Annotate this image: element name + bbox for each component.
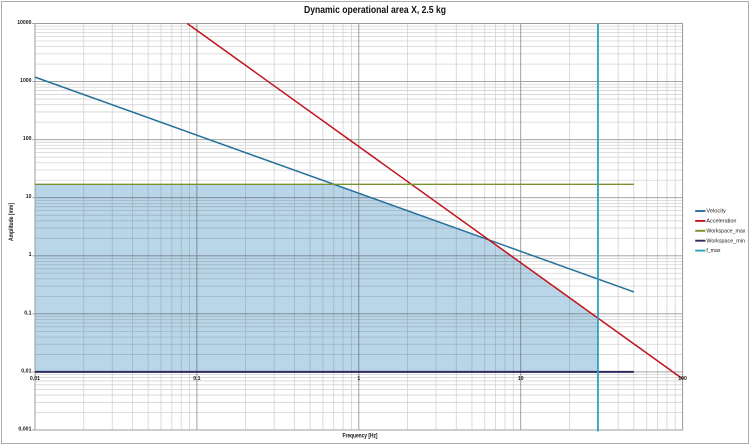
svg-text:10: 10: [26, 194, 32, 200]
svg-text:1: 1: [29, 252, 33, 258]
svg-text:Acceleration: Acceleration: [706, 218, 736, 224]
svg-text:1: 1: [357, 376, 361, 382]
svg-text:Velocity: Velocity: [706, 209, 726, 215]
svg-text:f_max: f_max: [706, 248, 720, 254]
svg-text:Dynamic operational area X, 2.: Dynamic operational area X, 2.5 kg: [304, 4, 446, 16]
svg-text:100: 100: [678, 376, 687, 382]
svg-text:10000: 10000: [17, 20, 31, 26]
svg-text:Amplitude [mm]: Amplitude [mm]: [8, 203, 15, 241]
svg-text:100: 100: [23, 136, 32, 142]
svg-text:Frequency [Hz]: Frequency [Hz]: [343, 432, 378, 439]
svg-text:0,001: 0,001: [18, 426, 32, 432]
svg-text:0,1: 0,1: [24, 310, 32, 316]
svg-text:Workspace_max: Workspace_max: [706, 228, 745, 234]
svg-text:10: 10: [518, 376, 524, 382]
svg-text:1000: 1000: [20, 78, 31, 84]
svg-text:0,01: 0,01: [30, 376, 41, 382]
svg-text:Workspace_min: Workspace_min: [706, 238, 745, 244]
svg-text:0,1: 0,1: [193, 376, 201, 382]
svg-text:0,01: 0,01: [21, 368, 32, 374]
